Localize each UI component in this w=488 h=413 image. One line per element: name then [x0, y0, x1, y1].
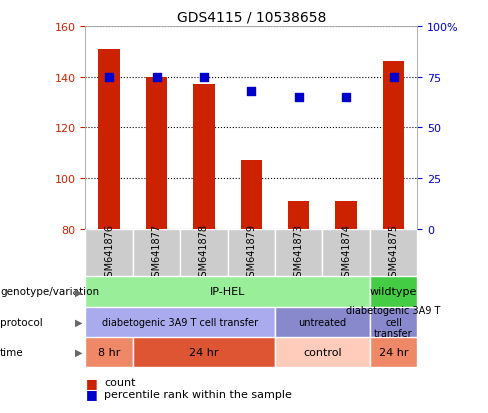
Bar	[335, 202, 357, 229]
Text: GSM641879: GSM641879	[246, 223, 256, 282]
Text: wildtype: wildtype	[370, 287, 417, 297]
Text: ■: ■	[85, 387, 97, 401]
Text: 24 hr: 24 hr	[189, 347, 219, 357]
Bar	[370, 229, 417, 277]
Text: GSM641873: GSM641873	[294, 223, 304, 282]
Bar	[180, 229, 227, 277]
Point	[247, 88, 255, 95]
Bar	[85, 277, 370, 307]
Point	[105, 74, 113, 81]
Text: GSM641875: GSM641875	[388, 223, 399, 282]
Text: 8 hr: 8 hr	[98, 347, 120, 357]
Text: genotype/variation: genotype/variation	[0, 287, 99, 297]
Text: count: count	[104, 377, 136, 387]
Text: protocol: protocol	[0, 317, 43, 327]
Text: GSM641878: GSM641878	[199, 223, 209, 282]
Text: control: control	[303, 347, 342, 357]
Bar	[275, 337, 370, 367]
Text: time: time	[0, 347, 23, 357]
Bar	[275, 229, 323, 277]
Bar	[383, 62, 404, 229]
Bar	[99, 50, 120, 229]
Text: GSM641874: GSM641874	[341, 223, 351, 282]
Text: ▶: ▶	[76, 347, 83, 357]
Bar	[370, 337, 417, 367]
Bar	[241, 161, 262, 229]
Bar	[133, 229, 180, 277]
Text: ▶: ▶	[76, 287, 83, 297]
Bar	[275, 307, 370, 337]
Title: GDS4115 / 10538658: GDS4115 / 10538658	[177, 10, 326, 24]
Bar	[85, 337, 133, 367]
Bar	[370, 277, 417, 307]
Bar	[288, 202, 309, 229]
Text: diabetogenic 3A9 T
cell
transfer: diabetogenic 3A9 T cell transfer	[346, 305, 441, 339]
Point	[153, 74, 161, 81]
Bar	[227, 229, 275, 277]
Text: GSM641877: GSM641877	[151, 223, 162, 282]
Point	[200, 74, 208, 81]
Text: diabetogenic 3A9 T cell transfer: diabetogenic 3A9 T cell transfer	[102, 317, 258, 327]
Bar	[85, 307, 275, 337]
Text: ▶: ▶	[76, 317, 83, 327]
Bar	[133, 337, 275, 367]
Bar	[146, 77, 167, 229]
Point	[342, 94, 350, 101]
Text: GSM641876: GSM641876	[104, 223, 114, 282]
Point	[295, 94, 303, 101]
Bar	[85, 229, 133, 277]
Bar	[193, 85, 215, 229]
Text: IP-HEL: IP-HEL	[210, 287, 245, 297]
Text: untreated: untreated	[298, 317, 346, 327]
Text: percentile rank within the sample: percentile rank within the sample	[104, 389, 292, 399]
Point	[389, 74, 397, 81]
Text: ■: ■	[85, 376, 97, 389]
Text: 24 hr: 24 hr	[379, 347, 408, 357]
Bar	[323, 229, 370, 277]
Bar	[370, 307, 417, 337]
